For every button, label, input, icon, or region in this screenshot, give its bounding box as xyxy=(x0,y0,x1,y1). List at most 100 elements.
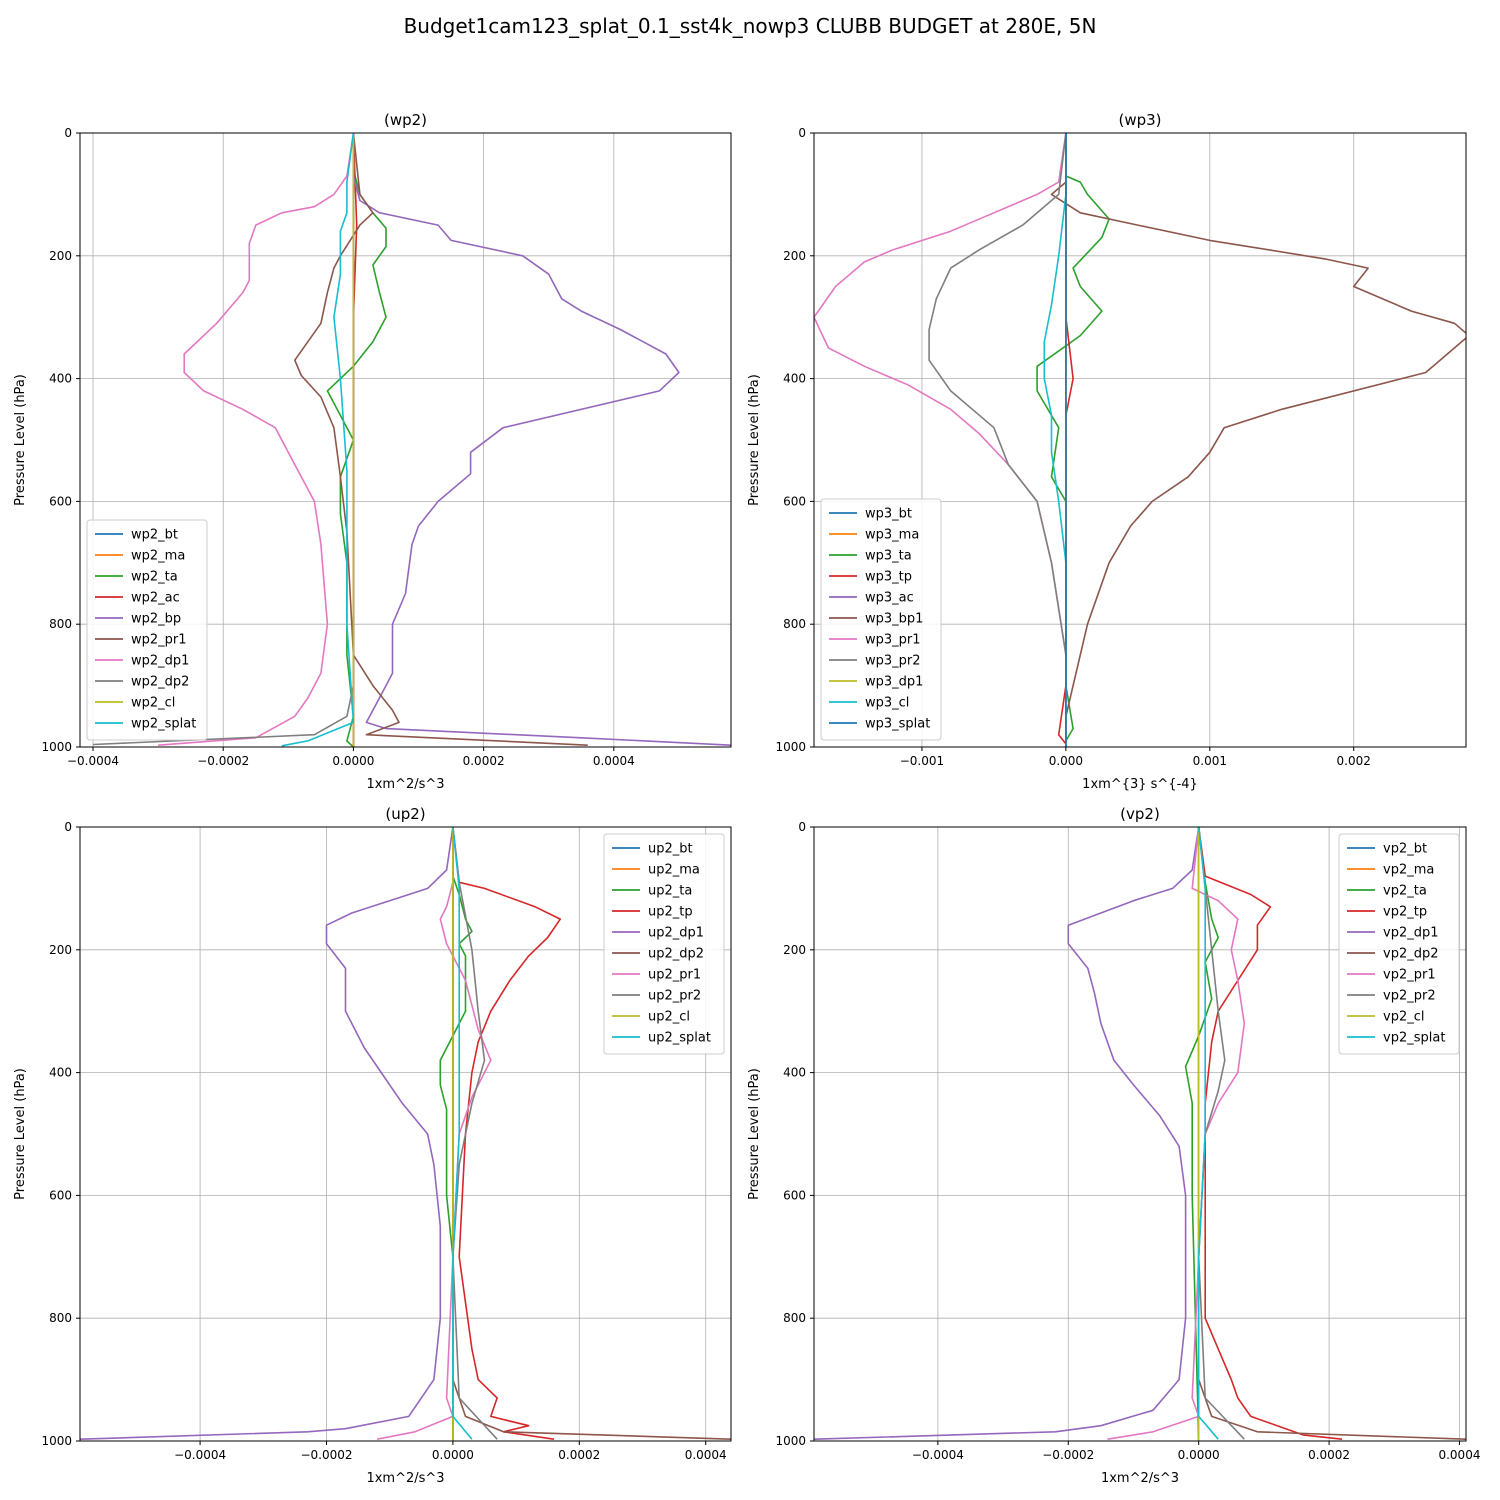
legend: vp2_bt vp2_ma vp2_ta vp2_tp vp2_dp1 vp2_dp2vp… xyxy=(1338,833,1460,1055)
panel-title: (vp2) xyxy=(1120,805,1160,823)
x-tick-label: 0.0004 xyxy=(1438,1448,1480,1462)
series-line-wp2_dp1 xyxy=(158,133,355,746)
series-line-vp2_dp1 xyxy=(814,827,1200,1440)
legend-label: up2_tp xyxy=(648,905,693,920)
x-tick-label: −0.0004 xyxy=(67,754,119,768)
y-axis-label: Pressure Level (hPa) xyxy=(13,374,28,506)
legend-label: wp2_ta xyxy=(131,570,178,585)
panel-up2: −0.0004 −0.0002 0.0000 0.0002 0.0004 0 200 400 6… xyxy=(13,805,732,1486)
y-tick-label: 600 xyxy=(783,1188,806,1202)
x-tick-label: 0.0002 xyxy=(463,754,505,768)
legend-label: up2_dp1 xyxy=(648,926,704,941)
series-line-up2_splat xyxy=(452,827,473,1440)
y-tick-label: 1000 xyxy=(775,1434,806,1448)
series-line-up2_pr1 xyxy=(376,827,492,1440)
legend-label: wp2_bp xyxy=(131,612,181,627)
legend-label: vp2_pr1 xyxy=(1383,968,1436,983)
y-tick-label: 1000 xyxy=(775,740,806,754)
x-tick-label: 0.0004 xyxy=(593,754,635,768)
y-tick-label: 400 xyxy=(49,1066,72,1080)
legend-label: up2_ta xyxy=(648,884,692,899)
legend-box xyxy=(820,498,942,741)
legend-box xyxy=(603,833,725,1055)
y-tick-label: 200 xyxy=(49,943,72,957)
series-line-up2_ta xyxy=(439,827,473,1441)
legend-label: up2_dp2 xyxy=(648,947,704,962)
legend-label: wp2_pr1 xyxy=(131,633,187,648)
y-tick-label: 800 xyxy=(783,1311,806,1325)
axes-frame xyxy=(79,826,732,1442)
x-tick-label: 0.0000 xyxy=(332,754,374,768)
x-axis-label: 1xm^2/s^3 xyxy=(1101,1471,1179,1486)
y-tick-label: 200 xyxy=(49,249,72,263)
legend-label: up2_splat xyxy=(648,1031,711,1046)
y-axis-label: Pressure Level (hPa) xyxy=(747,1068,762,1200)
legend-label: wp2_ac xyxy=(131,591,180,606)
x-tick-label: 0.0000 xyxy=(432,1448,474,1462)
legend-label: vp2_cl xyxy=(1383,1010,1424,1025)
y-tick-label: 600 xyxy=(49,494,72,508)
legend-label: wp3_bp1 xyxy=(865,612,923,627)
series-line-vp2_tp xyxy=(1197,827,1343,1440)
y-tick-label: 0 xyxy=(798,820,806,834)
legend-label: wp2_cl xyxy=(131,696,175,711)
x-axis-label: 1xm^{3} s^{-4} xyxy=(1082,777,1198,792)
y-tick-label: 200 xyxy=(783,249,806,263)
y-axis-label: Pressure Level (hPa) xyxy=(13,1068,28,1200)
x-axis-label: 1xm^2/s^3 xyxy=(366,777,444,792)
figure-title: Budget1cam123_splat_0.1_sst4k_nowp3 CLUB… xyxy=(403,14,1097,38)
panel-title: (wp3) xyxy=(1118,111,1161,129)
legend-label: vp2_pr2 xyxy=(1383,989,1436,1004)
axes-frame xyxy=(813,132,1467,748)
legend-label: up2_ma xyxy=(648,863,700,878)
legend-label: wp3_cl xyxy=(865,696,909,711)
x-tick-label: 0.001 xyxy=(1193,754,1227,768)
legend-label: up2_bt xyxy=(648,842,693,857)
series-group xyxy=(80,827,731,1441)
legend-label: wp3_pr2 xyxy=(865,654,921,669)
legend: wp2_bt wp2_ma wp2_ta wp2_ac wp2_bp wp2_pr1 wp2… xyxy=(86,519,208,741)
x-tick-label: −0.001 xyxy=(900,754,944,768)
panel-vp2: −0.0004 −0.0002 0.0000 0.0002 0.0004 0 200 400 6… xyxy=(747,805,1480,1486)
legend-label: vp2_ma xyxy=(1383,863,1434,878)
legend-label: wp2_dp2 xyxy=(131,675,189,690)
series-group xyxy=(814,133,1466,747)
y-tick-label: 400 xyxy=(49,372,72,386)
y-tick-label: 0 xyxy=(64,820,72,834)
x-tick-label: 0.0000 xyxy=(1178,1448,1220,1462)
legend-label: wp3_ac xyxy=(865,591,914,606)
y-tick-label: 1000 xyxy=(41,740,72,754)
x-axis-label: 1xm^2/s^3 xyxy=(366,1471,444,1486)
y-tick-label: 600 xyxy=(49,1188,72,1202)
series-group xyxy=(814,827,1466,1441)
x-tick-label: 0.0002 xyxy=(558,1448,600,1462)
y-tick-label: 400 xyxy=(783,1066,806,1080)
legend-label: wp3_dp1 xyxy=(865,675,923,690)
series-line-up2_tp xyxy=(452,827,562,1440)
series-group xyxy=(92,133,731,747)
x-tick-label: 0.002 xyxy=(1337,754,1371,768)
legend-label: wp3_ma xyxy=(865,528,919,543)
series-line-wp3_bp1 xyxy=(1050,133,1466,747)
x-tick-label: 0.0002 xyxy=(1308,1448,1350,1462)
series-line-vp2_pr2 xyxy=(1197,827,1245,1440)
x-tick-label: −0.0002 xyxy=(1042,1448,1094,1462)
legend-label: wp3_splat xyxy=(865,717,930,732)
series-line-vp2_pr1 xyxy=(1107,827,1246,1440)
legend-label: vp2_bt xyxy=(1383,842,1427,857)
legend-box xyxy=(1338,833,1460,1055)
series-line-wp3_ta xyxy=(1036,133,1110,742)
legend-label: vp2_splat xyxy=(1383,1031,1445,1046)
panel-title: (up2) xyxy=(385,805,425,823)
legend-label: up2_cl xyxy=(648,1010,690,1025)
legend-label: wp2_bt xyxy=(131,528,178,543)
legend-label: up2_pr1 xyxy=(648,968,701,983)
series-line-wp2_pr1 xyxy=(294,133,588,746)
legend-label: wp3_ta xyxy=(865,549,912,564)
legend-label: wp3_tp xyxy=(865,570,912,585)
y-tick-label: 400 xyxy=(783,372,806,386)
series-line-wp3_pr2 xyxy=(928,133,1067,747)
x-tick-label: 0.0004 xyxy=(685,1448,727,1462)
series-line-vp2_splat xyxy=(1197,827,1219,1440)
y-tick-label: 0 xyxy=(64,126,72,140)
